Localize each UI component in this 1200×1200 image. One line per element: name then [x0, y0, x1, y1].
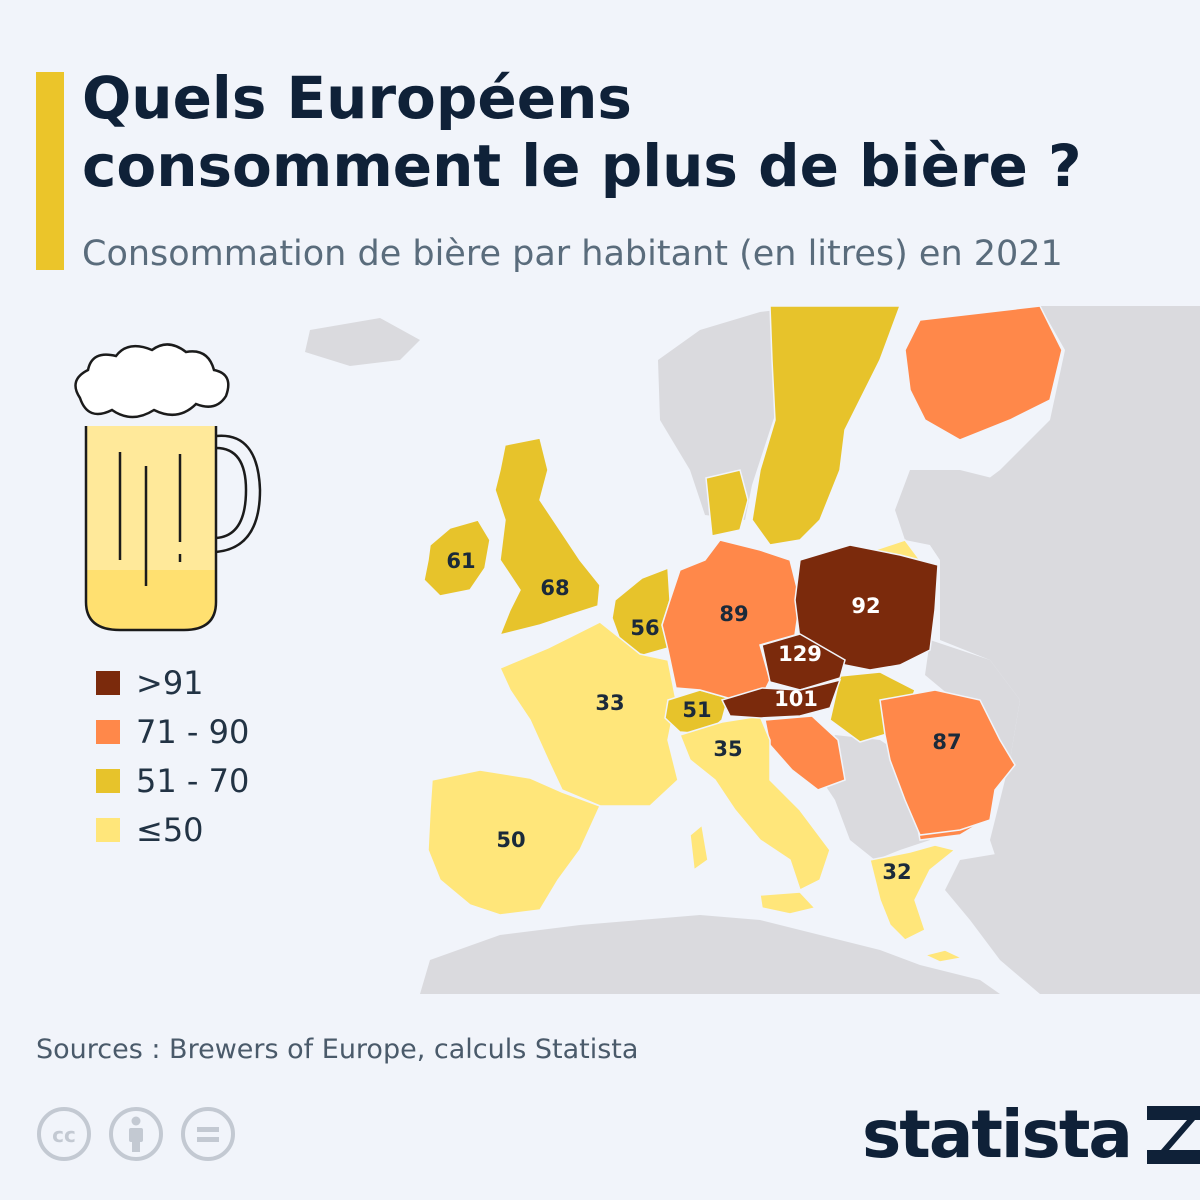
legend-label: ≤50: [136, 810, 204, 849]
region-france: [498, 621, 679, 807]
beer-mug-icon: [74, 343, 262, 632]
denmark-shape: [705, 469, 749, 537]
attribution-icon[interactable]: [108, 1106, 164, 1162]
iceland-shape: [305, 318, 420, 366]
statista-brand[interactable]: statista: [862, 1096, 1200, 1173]
license-icons: cc: [36, 1106, 236, 1162]
legend-item: ≤50: [96, 805, 249, 854]
legend-label: 51 - 70: [136, 761, 250, 800]
value-label-austria: 101: [774, 687, 818, 711]
value-label-czechia: 129: [778, 642, 822, 666]
crete-shape: [922, 949, 965, 963]
region-ireland: [423, 519, 491, 597]
value-label-poland: 92: [851, 594, 880, 618]
finland-shape: [904, 305, 1063, 441]
legend-item: >91: [96, 658, 249, 707]
croatia-shape: [764, 715, 846, 791]
value-label-benelux: 56: [630, 616, 659, 640]
statista-logo-icon: [1146, 1105, 1200, 1164]
region-united-kingdom: [494, 437, 601, 637]
baltics-shape: [895, 470, 1000, 560]
svg-text:cc: cc: [52, 1123, 76, 1147]
legend-swatch: [96, 768, 120, 793]
value-label-italy: 35: [713, 737, 742, 761]
north-africa-shape: [420, 915, 1000, 994]
title-line-2: consomment le plus de bière ?: [82, 132, 1082, 200]
region-greece: [869, 844, 957, 941]
legend-swatch: [96, 817, 120, 842]
sicily-shape: [759, 891, 817, 915]
subtitle: Consommation de bière par habitant (en l…: [82, 234, 1063, 274]
region-romania: [879, 689, 1016, 836]
legend: >91 71 - 90 51 - 70 ≤50: [96, 658, 249, 854]
value-label-greece: 32: [882, 860, 911, 884]
region-austria: [720, 678, 842, 719]
no-derivatives-icon[interactable]: [180, 1106, 236, 1162]
region-italy: [679, 715, 831, 892]
sardinia-shape: [689, 823, 709, 872]
sweden-shape: [751, 305, 902, 546]
cc-icon[interactable]: cc: [36, 1106, 92, 1162]
title-accent-bar: [36, 72, 64, 270]
value-label-france: 33: [595, 691, 624, 715]
country-regions: [423, 305, 1063, 963]
legend-label: 71 - 90: [136, 712, 250, 751]
legend-item: 51 - 70: [96, 756, 249, 805]
legend-item: 71 - 90: [96, 707, 249, 756]
region-czechia: [761, 633, 846, 691]
value-label-spain: 50: [496, 828, 525, 852]
title-line-1: Quels Européens: [82, 64, 632, 132]
legend-swatch: [96, 670, 120, 695]
legend-label: >91: [136, 663, 204, 702]
value-label-ireland: 61: [446, 549, 475, 573]
value-label-germany: 89: [719, 602, 748, 626]
region-spain: [427, 769, 602, 916]
sources-text: Sources : Brewers of Europe, calculs Sta…: [36, 1034, 639, 1065]
value-label-switzerland: 51: [682, 698, 711, 722]
turkey-shape: [945, 850, 1200, 994]
page-title: Quels Européens consomment le plus de bi…: [82, 64, 1182, 200]
value-label-romania: 87: [932, 730, 961, 754]
brand-name: statista: [862, 1096, 1133, 1173]
legend-swatch: [96, 719, 120, 744]
value-label-united-kingdom: 68: [540, 576, 569, 600]
